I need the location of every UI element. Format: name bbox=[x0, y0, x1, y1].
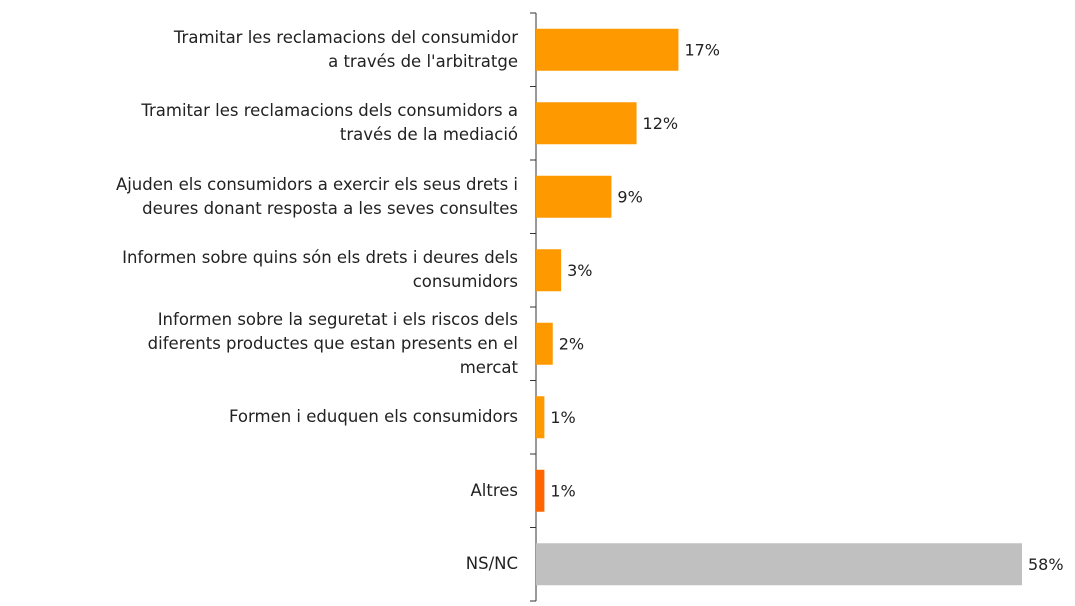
bar bbox=[536, 249, 562, 292]
category-label: Altres bbox=[470, 480, 518, 500]
value-label: 1% bbox=[550, 408, 575, 427]
bar bbox=[536, 102, 637, 145]
value-label: 2% bbox=[559, 334, 584, 353]
bar bbox=[536, 175, 612, 218]
value-label: 1% bbox=[550, 481, 575, 500]
bar bbox=[536, 322, 553, 365]
category-label: NS/NC bbox=[465, 554, 518, 574]
category-label: Tramitar les reclamacions dels consumido… bbox=[141, 101, 518, 145]
value-label: 9% bbox=[617, 187, 642, 206]
value-label: 58% bbox=[1028, 555, 1064, 574]
category-label: Tramitar les reclamacions del consumidor… bbox=[173, 27, 518, 71]
bar bbox=[536, 396, 545, 439]
category-label: Ajuden els consumidors a exercir els seu… bbox=[115, 174, 518, 218]
value-label: 3% bbox=[567, 261, 592, 280]
bar bbox=[536, 543, 1022, 586]
category-label: Formen i eduquen els consumidors bbox=[229, 407, 518, 427]
category-label: Informen sobre la seguretat i els riscos… bbox=[147, 309, 518, 377]
bar bbox=[536, 28, 679, 71]
value-label: 17% bbox=[684, 40, 720, 59]
bar bbox=[536, 469, 545, 512]
category-label: Informen sobre quins són els drets i deu… bbox=[122, 248, 518, 292]
value-label: 12% bbox=[643, 114, 679, 133]
